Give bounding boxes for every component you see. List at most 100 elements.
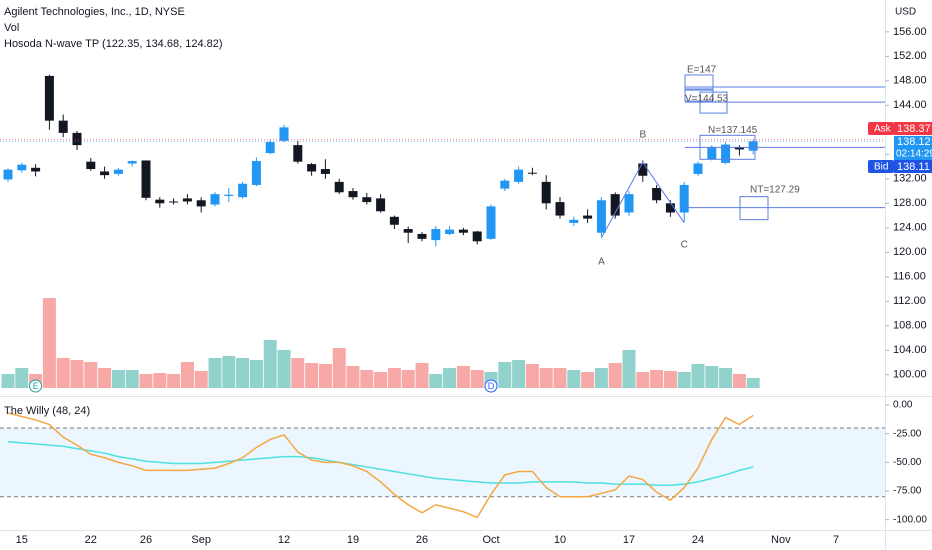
candle-body xyxy=(679,184,689,213)
candle-body xyxy=(169,201,179,203)
volume-bar xyxy=(401,370,415,388)
bid-tag xyxy=(868,160,894,173)
candle-body xyxy=(31,167,41,172)
volume-bar xyxy=(291,358,305,388)
candle-body xyxy=(472,231,482,242)
y-tick-label: -100.00 xyxy=(893,514,927,525)
volume-bar xyxy=(139,374,153,388)
candle-body xyxy=(693,163,703,174)
volume-bar xyxy=(208,358,222,388)
candle-body xyxy=(376,198,386,212)
candle-body xyxy=(224,194,234,196)
volume-bar xyxy=(305,363,319,388)
candle-body xyxy=(527,172,537,174)
y-tick-label: 112.00 xyxy=(893,295,926,307)
volume-bar xyxy=(236,358,250,388)
volume-bar xyxy=(594,368,608,388)
candle-body xyxy=(624,194,634,213)
last-price-box xyxy=(894,136,932,160)
volume-bar xyxy=(429,374,443,388)
candle-body xyxy=(238,183,248,198)
volume-bar xyxy=(581,372,595,388)
volume-bar xyxy=(512,360,526,388)
x-tick-label: 7 xyxy=(833,534,839,546)
volume-bar xyxy=(498,362,512,388)
volume-bar xyxy=(42,298,56,388)
candle-body xyxy=(721,144,731,163)
candle-body xyxy=(431,229,441,241)
x-tick-label: 17 xyxy=(623,534,635,546)
volume-bar xyxy=(346,366,360,388)
y-tick-label: 148.00 xyxy=(893,75,927,87)
band-fill xyxy=(0,427,885,497)
event-badge-label: E xyxy=(33,381,39,391)
back-layer xyxy=(0,298,885,498)
volume-bar xyxy=(691,364,705,388)
volume-bar xyxy=(125,370,139,388)
indicator-title[interactable]: Hosoda N-wave TP (122.35, 134.68, 124.82… xyxy=(4,38,223,50)
volume-bar xyxy=(746,378,760,388)
volume-title[interactable]: Vol xyxy=(4,22,19,34)
volume-bar xyxy=(98,368,112,388)
volume-bar xyxy=(650,370,664,388)
oscillator-line xyxy=(7,440,754,487)
candle-body xyxy=(610,194,620,216)
candle-body xyxy=(707,146,717,160)
n-wave-path xyxy=(600,161,685,239)
volume-bar xyxy=(70,360,84,388)
oscillator-title[interactable]: The Willy (48, 24) xyxy=(4,405,90,417)
candle-body xyxy=(127,161,137,164)
candle-body xyxy=(141,160,151,198)
candle-body xyxy=(320,169,330,174)
bid-price: 138.11 xyxy=(897,161,930,173)
y-tick-label: 0.00 xyxy=(893,400,913,411)
volume-bar xyxy=(167,374,181,388)
volume-bar xyxy=(374,372,388,388)
y-tick-label: 108.00 xyxy=(893,320,927,332)
candle-body xyxy=(307,164,317,172)
volume-bar xyxy=(15,368,29,388)
y-tick-label: 100.00 xyxy=(893,369,927,381)
volume-bar xyxy=(525,364,539,388)
volume-bar xyxy=(249,360,263,388)
candle-body xyxy=(514,169,524,182)
x-tick-label: 12 xyxy=(278,534,290,546)
volume-bar xyxy=(222,356,236,388)
y-tick-label: 144.00 xyxy=(893,99,927,111)
x-tick-label: 24 xyxy=(692,534,704,546)
candle-body xyxy=(458,229,468,233)
front-layer: Agilent Technologies, Inc., 1D, NYSE Vol… xyxy=(4,6,932,546)
volume-bar xyxy=(84,362,98,388)
candle-body xyxy=(417,233,427,239)
candle-body xyxy=(569,219,579,223)
n-wave-box xyxy=(699,134,756,160)
candle-body xyxy=(348,191,358,198)
ask-price-box xyxy=(894,122,932,135)
n-wave-level-label: N=137.145 xyxy=(708,125,758,136)
candle-body xyxy=(596,200,606,233)
candle-body xyxy=(334,181,344,193)
x-tick-label: 15 xyxy=(16,534,28,546)
candle-body xyxy=(100,171,110,176)
volume-bar xyxy=(456,366,470,388)
y-tick-label: 152.00 xyxy=(893,50,927,62)
volume-bar xyxy=(387,368,401,388)
volume-bar xyxy=(415,363,429,388)
candle-body xyxy=(638,163,648,176)
symbol-title[interactable]: Agilent Technologies, Inc., 1D, NYSE xyxy=(4,6,185,18)
y-tick-label: 132.00 xyxy=(893,173,927,185)
candle-body xyxy=(44,75,54,121)
candle-body xyxy=(293,145,303,162)
n-wave-box xyxy=(684,89,714,102)
oscillator-line xyxy=(7,412,754,519)
event-badge-label: D xyxy=(488,381,495,391)
n-wave-level-label: NT=127.29 xyxy=(750,184,800,195)
candle-body xyxy=(58,120,68,133)
x-tick-label: 26 xyxy=(416,534,428,546)
n-wave-box xyxy=(739,196,769,221)
x-tick-label: Oct xyxy=(482,534,499,546)
event-badge xyxy=(484,379,498,393)
n-wave-point-label: C xyxy=(681,240,688,251)
bid-tag-label: Bid xyxy=(874,162,888,173)
